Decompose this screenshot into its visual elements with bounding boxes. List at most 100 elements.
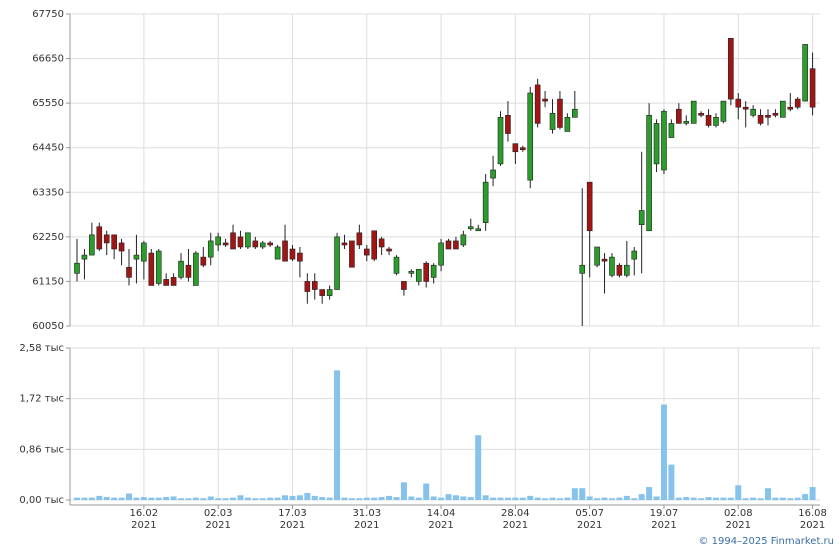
candle-body: [378, 238, 385, 248]
candle-body: [341, 242, 348, 246]
volume-bar: [170, 496, 177, 500]
candle-body: [252, 240, 259, 248]
y-tick-label: 61150: [32, 276, 64, 287]
volume-bar: [356, 498, 363, 500]
candle-body: [96, 226, 103, 250]
candle-body: [594, 246, 600, 266]
volume-bar: [178, 498, 185, 500]
candle-body: [482, 181, 489, 223]
candle-body: [557, 98, 563, 128]
candle-body: [720, 100, 727, 122]
candle-body: [438, 242, 444, 266]
candle-body: [230, 232, 236, 250]
copyright-link[interactable]: © 1994–2025 Finmarket.ru: [698, 536, 834, 547]
y-tick-label: 67750: [32, 9, 64, 20]
volume-bar: [512, 497, 519, 500]
volume-bar: [638, 494, 645, 500]
volume-bar: [304, 492, 311, 500]
candle-body: [728, 38, 734, 100]
volume-bar: [683, 497, 690, 500]
volume-bar: [445, 494, 452, 500]
volume-bar: [579, 488, 586, 500]
volume-bar: [564, 497, 571, 500]
candle-body: [512, 143, 519, 153]
candle-body: [802, 44, 808, 102]
volume-bar: [675, 497, 682, 500]
volume-bar: [341, 497, 348, 500]
volume-bar: [400, 482, 407, 500]
candle-body: [81, 254, 88, 260]
candle-body: [267, 242, 273, 246]
candle-body: [74, 262, 80, 274]
candle-body: [631, 250, 638, 260]
volume-bar: [772, 497, 779, 500]
candle-body: [193, 252, 199, 286]
candle-body: [282, 240, 288, 262]
candle-body: [200, 256, 207, 266]
volume-bar: [616, 497, 623, 500]
y-tick-label: 0,00 тыс: [19, 495, 64, 506]
candle-body: [408, 270, 415, 274]
volume-bar: [460, 496, 467, 500]
candle-body: [289, 248, 296, 260]
candle-body: [549, 112, 556, 130]
volume-bar: [727, 497, 734, 500]
candle-body: [564, 117, 571, 132]
volume-bar: [646, 487, 653, 500]
volume-bar: [809, 487, 816, 500]
candle-body: [542, 98, 548, 102]
candle-body: [787, 106, 794, 110]
volume-bar: [282, 495, 289, 500]
volume-bar: [192, 497, 199, 500]
volume-bar: [140, 497, 147, 500]
volume-bar: [74, 497, 80, 500]
volume-bar: [334, 370, 341, 500]
candle-body: [386, 248, 392, 252]
candle-body: [742, 106, 749, 110]
volume-bar: [155, 497, 162, 500]
volume-bar: [482, 495, 489, 500]
volume-bar: [623, 495, 630, 500]
volume-bar: [274, 497, 281, 500]
candle-body: [698, 112, 704, 116]
x-tick-label: 02.03 2021: [203, 508, 233, 531]
candle-body: [772, 112, 779, 116]
volume-bar: [296, 495, 303, 500]
candle-body: [334, 236, 340, 290]
candle-body: [624, 264, 630, 276]
candle-body: [103, 234, 110, 244]
volume-bar: [438, 497, 445, 500]
volume-bar: [88, 497, 95, 500]
x-tick-label: 17.03 2021: [278, 508, 307, 531]
y-tick-label: 64450: [32, 143, 64, 154]
volume-bar: [259, 498, 266, 500]
y-tick-label: 63350: [32, 187, 64, 198]
volume-bar: [148, 497, 155, 500]
volume-bar: [111, 497, 118, 500]
volume-bar: [787, 498, 794, 500]
candle-body: [170, 277, 177, 286]
candle-body: [705, 114, 712, 126]
volume-bar: [490, 497, 497, 500]
candle-body: [609, 256, 615, 276]
volume-bar: [764, 488, 771, 500]
volume-bar: [200, 498, 207, 500]
volume-bar: [163, 497, 170, 500]
candle-body: [178, 260, 184, 278]
candle-body: [222, 242, 229, 246]
candle-body: [207, 240, 214, 258]
y-tick-label: 66650: [32, 54, 64, 65]
volume-bar: [133, 497, 140, 500]
candle-body: [401, 281, 407, 290]
volume-bar: [348, 498, 355, 500]
volume-bar: [81, 497, 88, 500]
volume-bar: [556, 498, 563, 500]
candle-body: [616, 264, 623, 276]
candle-body: [713, 117, 719, 126]
candle-body: [133, 254, 140, 260]
y-tick-label: 0,86 тыс: [19, 444, 64, 455]
volume-bar: [118, 497, 125, 500]
x-tick-label: 02.08 2021: [723, 508, 753, 531]
candle-body: [572, 108, 578, 118]
